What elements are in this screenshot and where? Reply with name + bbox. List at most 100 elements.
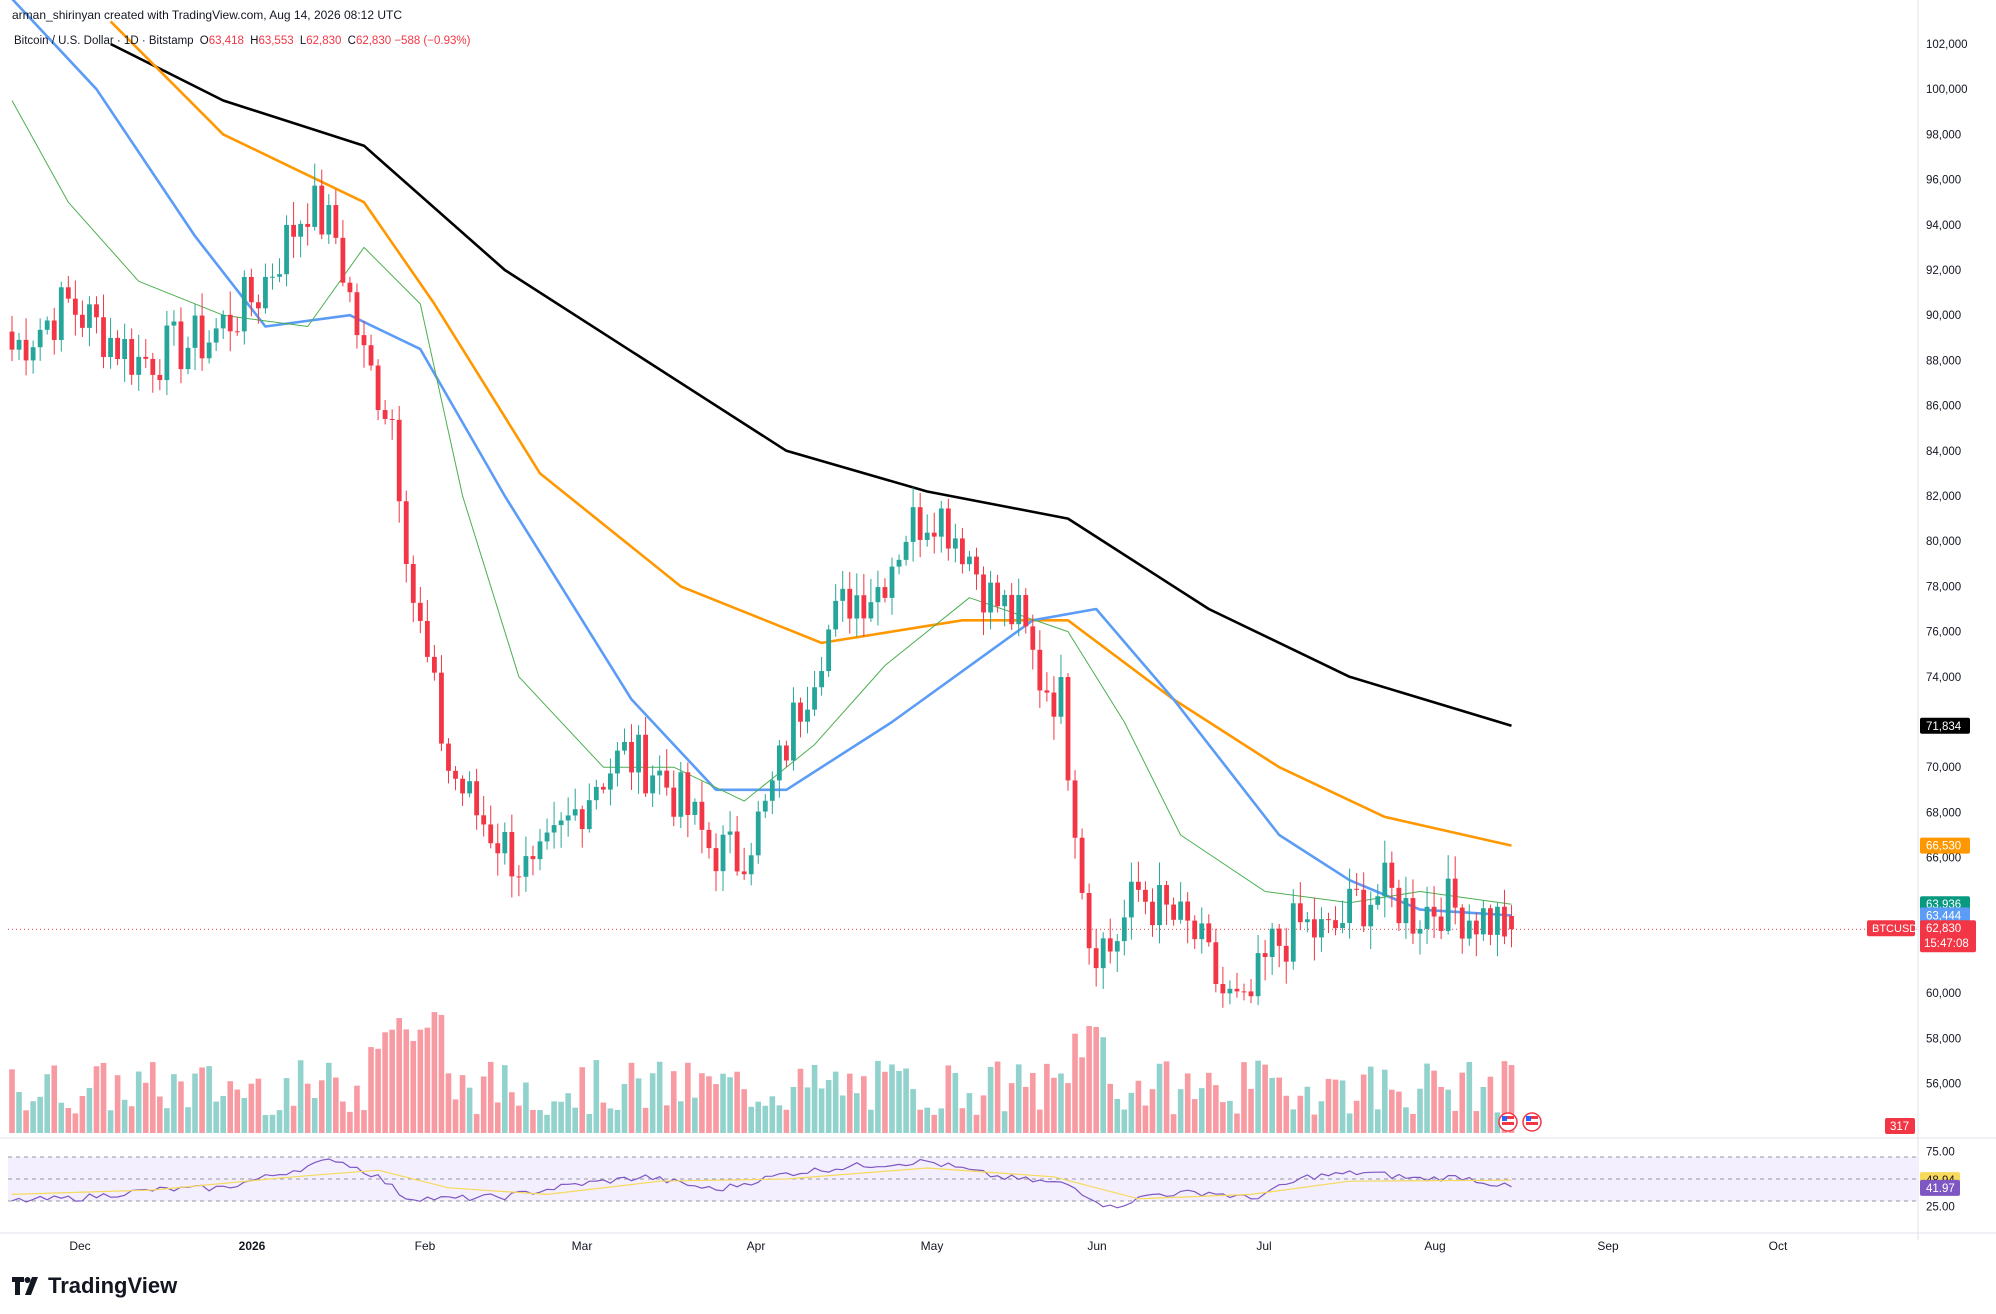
candle bbox=[1276, 924, 1282, 968]
volume-bar bbox=[290, 1105, 297, 1133]
volume-bar bbox=[1311, 1114, 1318, 1133]
candle-body bbox=[1283, 945, 1289, 962]
candles bbox=[9, 163, 1514, 1008]
candle-body bbox=[37, 329, 43, 348]
candle-body bbox=[995, 582, 1000, 607]
candle-body bbox=[1178, 901, 1184, 920]
volume-bar bbox=[304, 1083, 311, 1133]
candle bbox=[234, 316, 240, 336]
volume-label-text: 317 bbox=[1890, 1121, 1909, 1133]
volume-bar bbox=[1424, 1063, 1430, 1133]
candle bbox=[981, 566, 986, 636]
time-tick-label: Apr bbox=[747, 1239, 766, 1253]
volume-bar bbox=[248, 1083, 255, 1133]
volume-bar bbox=[706, 1076, 712, 1133]
candle bbox=[1333, 906, 1338, 936]
us-flag-icon[interactable] bbox=[1498, 1112, 1518, 1132]
candle bbox=[833, 584, 839, 637]
candle bbox=[298, 220, 304, 258]
candle bbox=[1375, 884, 1381, 910]
low-label: L bbox=[299, 35, 307, 47]
candle bbox=[868, 578, 874, 622]
candle-body bbox=[509, 832, 515, 877]
candle-body bbox=[488, 824, 494, 844]
price-tick-label: 94,000 bbox=[1926, 220, 1961, 232]
rsi-value-text: 41.97 bbox=[1926, 1183, 1955, 1195]
last-price-value: 62,830 bbox=[1926, 923, 1961, 935]
volume-bar bbox=[1170, 1114, 1177, 1133]
candle bbox=[1269, 922, 1275, 975]
candle bbox=[396, 405, 402, 523]
candle-body bbox=[389, 419, 395, 421]
candle bbox=[382, 399, 388, 425]
volume-bar bbox=[1438, 1086, 1444, 1133]
volume-bar bbox=[713, 1084, 719, 1133]
candle bbox=[1016, 578, 1022, 637]
candle bbox=[643, 717, 648, 798]
candle bbox=[1319, 907, 1324, 952]
candle bbox=[1037, 630, 1043, 708]
candle bbox=[23, 318, 29, 376]
candle-body bbox=[636, 734, 641, 773]
tradingview-logo[interactable]: TradingView bbox=[12, 1273, 177, 1299]
candle bbox=[347, 276, 353, 303]
candle bbox=[1389, 851, 1395, 908]
event-flag-icon[interactable] bbox=[1522, 1112, 1542, 1132]
candle-body bbox=[1290, 903, 1296, 962]
volume-bar bbox=[452, 1099, 459, 1133]
candle bbox=[453, 766, 458, 791]
candle bbox=[903, 535, 909, 566]
volume-bar bbox=[1128, 1092, 1135, 1133]
candle-body bbox=[981, 574, 986, 613]
volume-bar bbox=[1058, 1073, 1064, 1133]
candle-body bbox=[882, 587, 888, 598]
candle bbox=[206, 330, 212, 364]
candle-body bbox=[1445, 878, 1451, 931]
candle-body bbox=[1171, 904, 1176, 920]
volume-bar bbox=[1227, 1100, 1233, 1133]
candle bbox=[530, 845, 536, 876]
candle bbox=[115, 330, 120, 366]
volume-bar bbox=[1452, 1110, 1458, 1133]
volume-bar bbox=[621, 1083, 628, 1133]
candle bbox=[439, 655, 444, 752]
moving-averages bbox=[11, 0, 1512, 917]
volume-bar bbox=[642, 1107, 649, 1133]
candle-body bbox=[622, 741, 627, 751]
volume-bar bbox=[896, 1071, 902, 1133]
candle bbox=[1213, 928, 1219, 993]
volume-bar bbox=[164, 1108, 170, 1133]
candle-body bbox=[734, 831, 740, 872]
ma-price-label: 71,834 bbox=[1920, 717, 1970, 734]
candle-body bbox=[847, 588, 853, 619]
volume-bar bbox=[255, 1078, 262, 1133]
candle bbox=[248, 268, 254, 317]
volume-bar bbox=[30, 1101, 36, 1133]
volume-bar bbox=[699, 1073, 705, 1133]
candle-body bbox=[1241, 991, 1247, 993]
volume-bar bbox=[846, 1073, 853, 1133]
price-axis[interactable]: 102,000 100,000 98,000 96,000 94,000 92,000 90… bbox=[1926, 39, 1968, 1214]
candle-body bbox=[143, 356, 149, 359]
time-axis[interactable]: Dec 2026 Feb Mar Apr May Jun Jul Aug Sep Oct bbox=[69, 1239, 1788, 1253]
volume-bar bbox=[51, 1065, 58, 1133]
candle-body bbox=[1361, 889, 1367, 927]
candle-body bbox=[741, 871, 747, 875]
volume-label-bg bbox=[1885, 1118, 1915, 1134]
volume-bar bbox=[23, 1110, 29, 1133]
candle-body bbox=[1466, 920, 1472, 939]
candle-body bbox=[80, 314, 85, 328]
volume-bars bbox=[9, 1012, 1515, 1133]
candle bbox=[424, 599, 430, 663]
candle-body bbox=[1164, 885, 1169, 905]
candle-body bbox=[791, 702, 796, 761]
volume-bar bbox=[1086, 1026, 1092, 1133]
candle-body bbox=[1319, 919, 1324, 938]
candle bbox=[1354, 873, 1360, 896]
close-label: C bbox=[347, 35, 356, 47]
candle bbox=[840, 570, 846, 622]
candle-body bbox=[530, 856, 536, 860]
candle bbox=[875, 570, 881, 626]
volume-bar bbox=[924, 1107, 930, 1133]
